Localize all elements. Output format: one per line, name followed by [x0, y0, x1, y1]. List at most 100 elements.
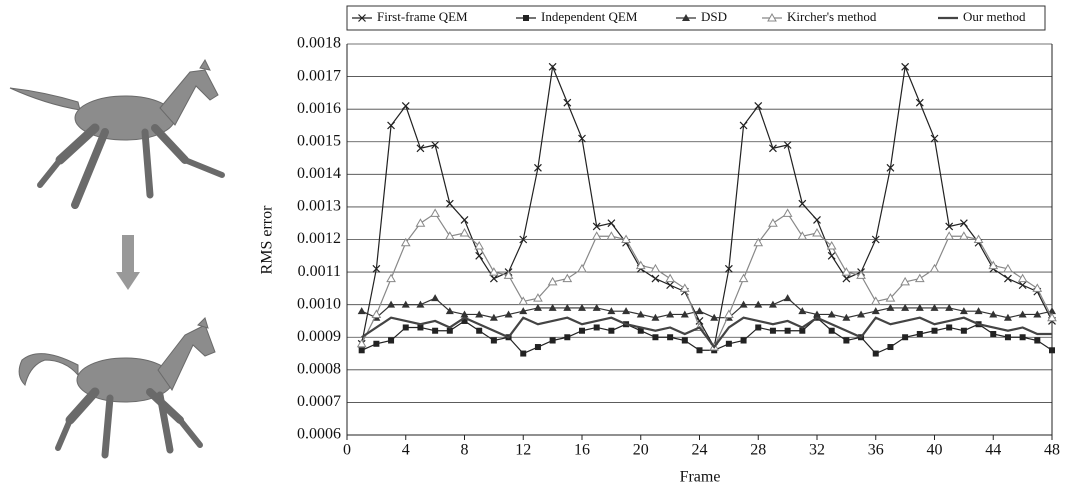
marker: [563, 275, 571, 282]
y-tick-label: 0.0007: [297, 393, 341, 410]
legend-marker: [523, 15, 529, 21]
marker: [564, 99, 571, 106]
x-tick-label: 24: [692, 442, 708, 459]
marker: [1033, 284, 1041, 291]
y-tick-label: 0.0015: [297, 132, 341, 149]
x-tick-label: 28: [750, 442, 766, 459]
y-tick-label: 0.0006: [297, 426, 341, 443]
y-tick-label: 0.0008: [297, 361, 341, 378]
marker: [990, 331, 996, 337]
marker: [372, 310, 380, 317]
y-tick-label: 0.0017: [297, 67, 341, 84]
y-tick-label: 0.0010: [297, 295, 341, 312]
x-tick-label: 36: [868, 442, 884, 459]
marker: [813, 229, 821, 236]
marker: [682, 338, 688, 344]
y-tick-label: 0.0011: [298, 263, 341, 280]
marker: [755, 324, 761, 330]
y-tick-label: 0.0018: [297, 35, 341, 52]
marker: [814, 216, 821, 223]
legend-label: Our method: [963, 9, 1026, 24]
marker: [417, 324, 423, 330]
marker: [594, 324, 600, 330]
legend-label: Independent QEM: [541, 9, 638, 24]
marker: [828, 252, 835, 259]
marker: [770, 328, 776, 334]
marker: [1019, 282, 1026, 289]
marker: [681, 284, 689, 291]
marker: [416, 219, 424, 226]
legend-label: Kircher's method: [787, 9, 877, 24]
marker: [1005, 334, 1011, 340]
x-tick-label: 32: [809, 442, 825, 459]
marker: [769, 219, 777, 226]
marker: [843, 275, 850, 282]
marker: [1004, 275, 1011, 282]
marker: [961, 328, 967, 334]
marker: [652, 334, 658, 340]
marker: [740, 275, 748, 282]
marker: [608, 328, 614, 334]
marker: [461, 229, 469, 236]
marker: [784, 294, 792, 301]
marker: [829, 328, 835, 334]
marker: [550, 338, 556, 344]
legend-label: First-frame QEM: [377, 9, 468, 24]
marker: [902, 334, 908, 340]
x-tick-label: 12: [515, 442, 531, 459]
x-tick-label: 16: [574, 442, 590, 459]
marker: [358, 307, 366, 314]
marker: [667, 334, 673, 340]
x-tick-label: 48: [1044, 442, 1060, 459]
marker: [388, 338, 394, 344]
marker: [461, 216, 468, 223]
x-tick-label: 40: [927, 442, 943, 459]
marker: [652, 275, 659, 282]
marker: [579, 328, 585, 334]
marker: [843, 338, 849, 344]
marker: [946, 324, 952, 330]
marker: [359, 347, 365, 353]
x-tick-label: 8: [461, 442, 469, 459]
y-tick-label: 0.0016: [297, 100, 341, 117]
marker: [931, 265, 939, 272]
x-tick-label: 4: [402, 442, 410, 459]
figure: RMS error Frame 0.0006 0.0007 0.0008 0.0009…: [0, 0, 1068, 490]
y-axis-label: RMS error: [259, 205, 276, 275]
marker: [431, 209, 439, 216]
x-tick-label: 44: [985, 442, 1001, 459]
marker: [755, 102, 762, 109]
x-tick-label: 0: [343, 442, 351, 459]
marker: [490, 268, 498, 275]
marker: [491, 338, 497, 344]
marker: [916, 275, 924, 282]
marker: [373, 341, 379, 347]
marker: [476, 252, 483, 259]
x-axis-label: Frame: [680, 469, 721, 486]
marker: [564, 334, 570, 340]
marker: [403, 324, 409, 330]
marker: [666, 275, 674, 282]
marker: [1020, 334, 1026, 340]
marker: [932, 328, 938, 334]
marker: [916, 99, 923, 106]
marker: [1049, 347, 1055, 353]
y-tick-label: 0.0009: [297, 328, 341, 345]
marker: [387, 275, 395, 282]
marker: [1034, 338, 1040, 344]
marker: [535, 344, 541, 350]
y-tick-label: 0.0012: [297, 230, 341, 247]
x-tick-label: 20: [633, 442, 649, 459]
marker: [741, 338, 747, 344]
marker: [725, 310, 733, 317]
marker: [1019, 275, 1027, 282]
marker: [578, 265, 586, 272]
marker: [873, 351, 879, 357]
marker: [697, 347, 703, 353]
marker: [476, 328, 482, 334]
marker: [520, 351, 526, 357]
chart: RMS error Frame 0.0006 0.0007 0.0008 0.0009…: [0, 0, 1068, 490]
marker: [842, 268, 850, 275]
legend-label: DSD: [701, 9, 727, 24]
marker: [696, 307, 704, 314]
